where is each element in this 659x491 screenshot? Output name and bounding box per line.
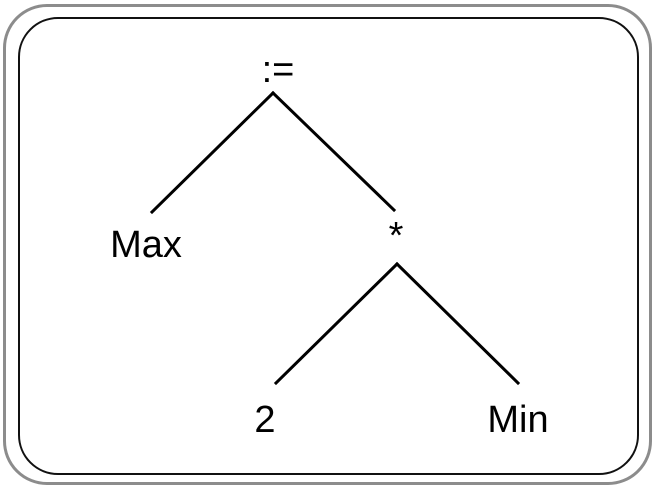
node-assign-operator: := (262, 49, 295, 91)
edge-multiply-to-min (394, 261, 521, 386)
node-two: 2 (254, 399, 275, 441)
inner-frame (18, 17, 639, 475)
node-max: Max (110, 224, 182, 266)
node-multiply-operator: * (389, 215, 404, 257)
node-min: Min (487, 399, 548, 441)
edge-assign-to-multiply (270, 90, 397, 213)
edge-multiply-to-2 (273, 261, 400, 386)
edge-assign-to-max (149, 90, 276, 215)
